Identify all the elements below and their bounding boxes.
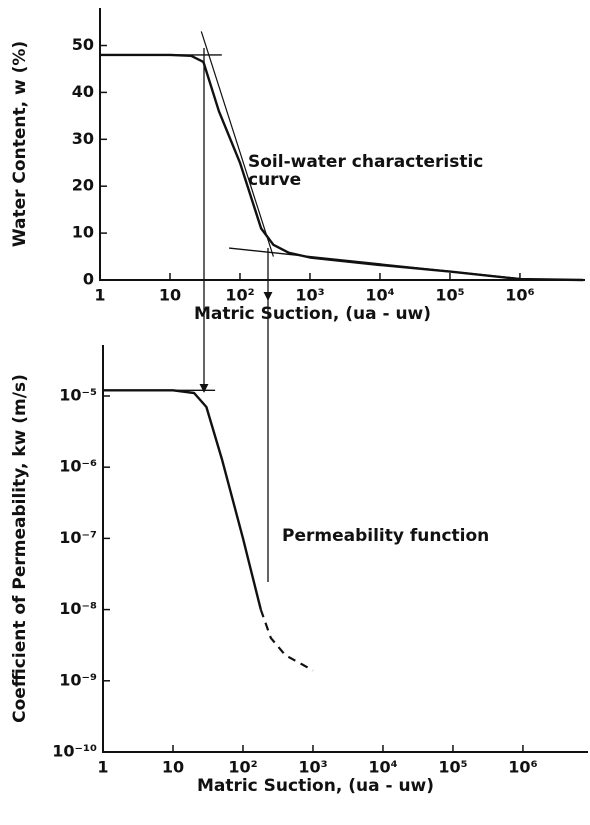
curve [200, 31, 274, 257]
x-tick-label: 1 [94, 286, 105, 305]
x-axis-label: Matric Suction, (ua - uw) [194, 304, 431, 324]
x-tick-label: 10³ [295, 286, 324, 305]
annotation: curve [248, 170, 301, 190]
y-tick-label: 10⁻⁸ [59, 599, 97, 618]
x-tick-label: 10⁵ [438, 758, 467, 777]
x-tick-label: 10² [228, 758, 257, 777]
x-tick-label: 10⁶ [505, 286, 534, 305]
axes [99, 8, 585, 281]
x-tick-label: 10³ [298, 758, 327, 777]
annotation: Permeability function [282, 526, 489, 546]
axes [102, 345, 588, 753]
x-tick-label: 10 [159, 286, 181, 305]
y-tick-label: 20 [72, 176, 94, 195]
y-tick-label: 50 [72, 35, 94, 54]
y-tick-label: 40 [72, 82, 94, 101]
x-tick-label: 10 [162, 758, 184, 777]
y-tick-label: 10⁻⁶ [59, 457, 97, 476]
y-tick-label: 0 [83, 270, 94, 289]
annotation: Soil-water characteristic [248, 152, 483, 172]
curve [103, 389, 262, 610]
x-tick-label: 10⁴ [368, 758, 397, 777]
x-tick-label: 10⁵ [435, 286, 464, 305]
x-tick-label: 10⁶ [508, 758, 537, 777]
curve [229, 247, 520, 280]
y-tick-label: 10⁻⁹ [59, 670, 97, 689]
y-tick-label: 10⁻⁷ [59, 528, 97, 547]
dashed-curve [259, 609, 314, 672]
y-tick-label: 10⁻⁵ [59, 385, 97, 404]
x-tick-label: 10⁴ [365, 286, 394, 305]
x-tick-label: 10² [225, 286, 254, 305]
x-axis-label: Matric Suction, (ua - uw) [197, 776, 434, 796]
y-tick-label: 10⁻¹⁰ [52, 742, 97, 761]
x-tick-label: 1 [97, 758, 108, 777]
y-axis-label: Coefficient of Permeability, kw (m/s) [10, 374, 30, 723]
y-tick-label: 30 [72, 129, 94, 148]
y-axis-label: Water Content, w (%) [10, 41, 30, 247]
y-tick-label: 10 [72, 223, 94, 242]
